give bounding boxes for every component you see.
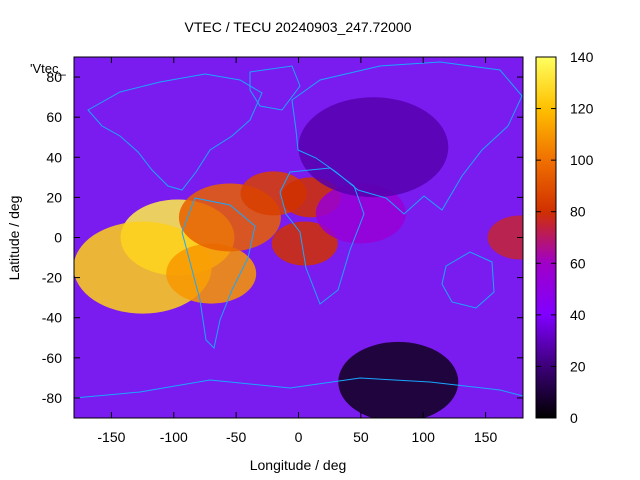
colorbar-tick-label: 120 [570, 101, 594, 117]
colorbar-tick-label: 140 [570, 49, 594, 65]
y-tick-label: 80 [46, 69, 62, 85]
y-tick-label: 40 [46, 149, 62, 165]
y-axis-label: Latitude / deg [6, 196, 22, 281]
y-tick-label: -60 [42, 350, 62, 366]
heatmap-field [74, 57, 523, 418]
y-axis: -80 -60 -40 -20 0 20 40 60 80 [42, 69, 523, 406]
y-tick-label: 20 [46, 189, 62, 205]
colorbar-gradient [535, 56, 557, 419]
y-tick-label: -80 [42, 390, 62, 406]
y-tick-label: 0 [54, 230, 62, 246]
greenland-outline [249, 65, 301, 111]
key-label: 'Vtec_ [30, 61, 66, 76]
chart-title: VTEC / TECU 20240903_247.72000 [184, 19, 411, 35]
vtec-region [271, 221, 338, 266]
x-tick-label: 0 [295, 429, 303, 445]
x-axis-label: Longitude / deg [250, 457, 347, 473]
vtec-region [298, 97, 449, 198]
eurasia-outline [291, 61, 523, 215]
south-america-outline [181, 197, 256, 350]
australia-outline [441, 251, 495, 309]
y-tick-label: -40 [42, 310, 62, 326]
colorbar-tick-label: 80 [570, 204, 586, 220]
antarctica-outline [74, 377, 523, 399]
x-tick-label: 150 [474, 429, 498, 445]
y-tick-label: 60 [46, 109, 62, 125]
vtec-region [338, 341, 459, 418]
x-tick-label: 100 [412, 429, 436, 445]
vtec-region [487, 215, 523, 260]
colorbar: 0 20 40 60 80 100 120 140 [535, 49, 594, 426]
colorbar-tick-label: 40 [570, 307, 586, 323]
colorbar-tick-label: 0 [570, 410, 578, 426]
continent-outlines [74, 61, 523, 399]
x-tick-label: 50 [353, 429, 369, 445]
y-tick-label: -20 [42, 270, 62, 286]
north-america-outline [87, 73, 263, 191]
x-axis: -150 -100 -50 0 50 100 150 [97, 57, 497, 445]
x-tick-label: -50 [226, 429, 246, 445]
vtec-region [315, 183, 406, 244]
colorbar-tick-label: 100 [570, 152, 594, 168]
x-tick-label: -100 [160, 429, 188, 445]
x-tick-label: -150 [97, 429, 125, 445]
colorbar-tick-label: 20 [570, 358, 586, 374]
vtec-region [166, 243, 257, 304]
africa-outline [279, 167, 365, 305]
colorbar-tick-label: 60 [570, 255, 586, 271]
